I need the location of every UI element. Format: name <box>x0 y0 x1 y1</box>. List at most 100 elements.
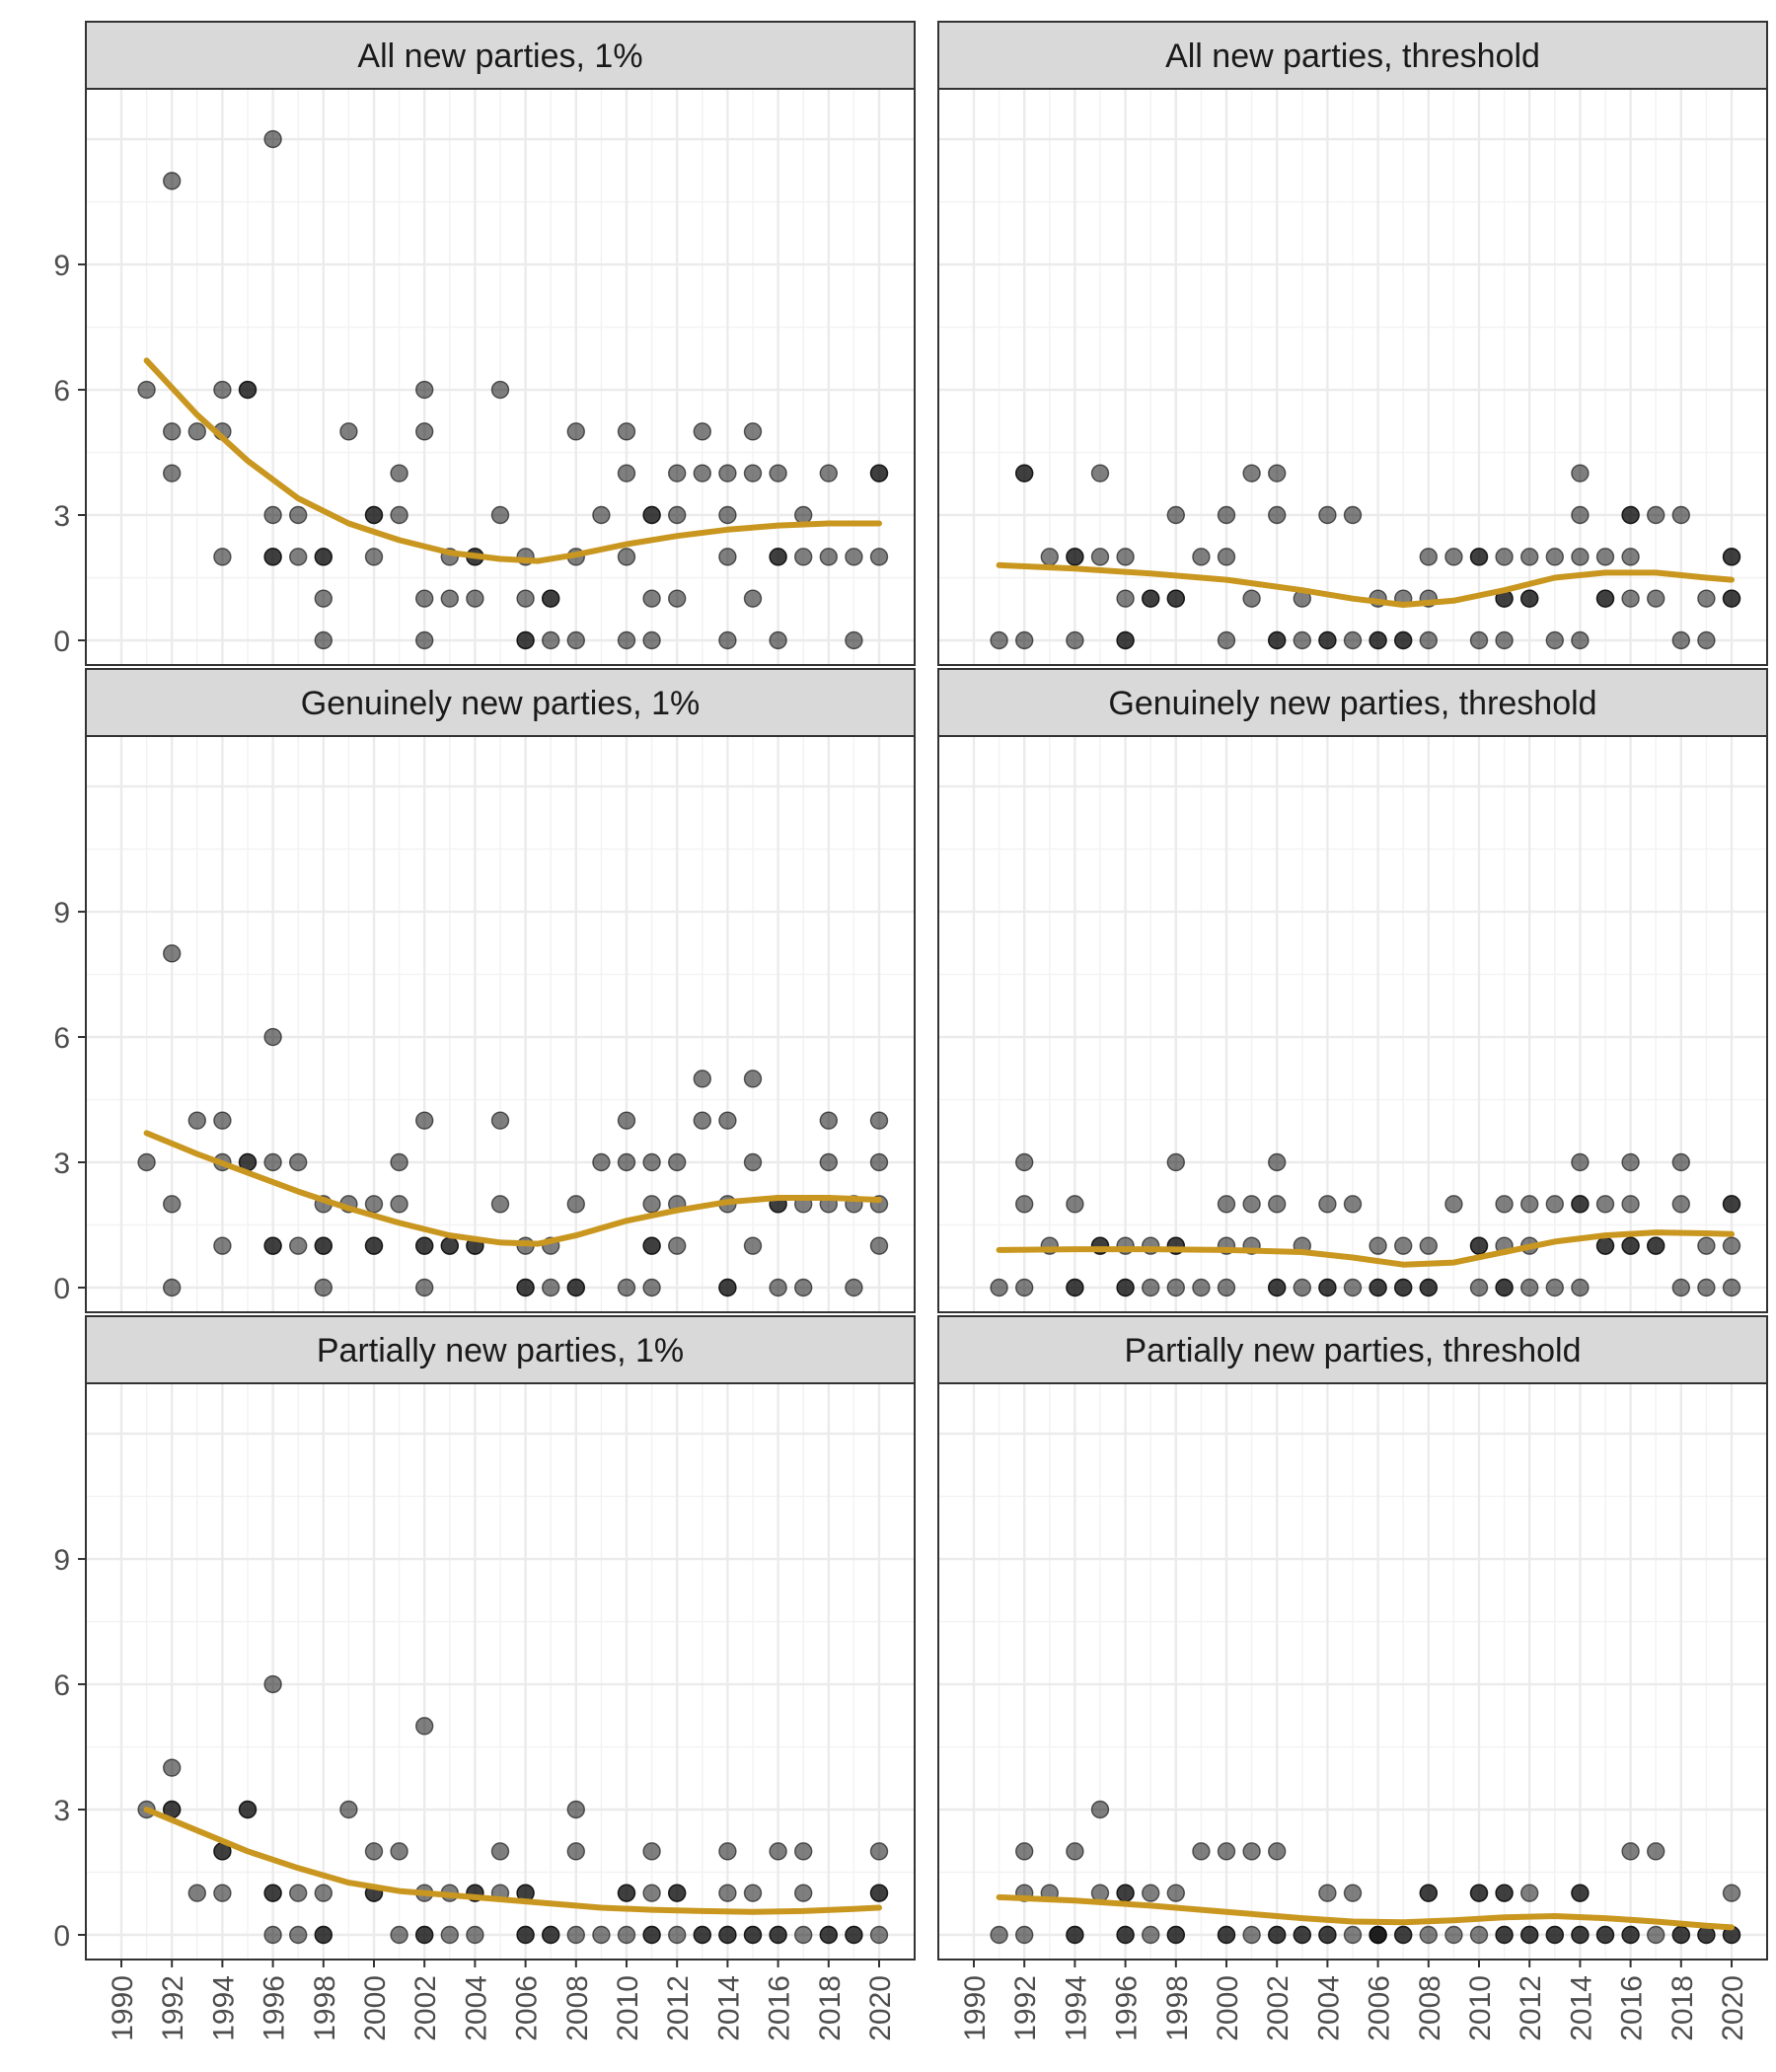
data-point <box>542 630 560 650</box>
data-point <box>845 1925 863 1945</box>
data-point <box>390 464 408 482</box>
data-point <box>1066 630 1084 650</box>
data-point <box>1343 1925 1363 1945</box>
data-point <box>415 589 434 608</box>
data-point <box>566 1195 585 1214</box>
x-tick-label: 2004 <box>460 1975 492 2041</box>
x-tick-label: 2012 <box>1515 1975 1547 2041</box>
data-point <box>642 1278 661 1297</box>
data-point <box>1571 464 1590 482</box>
data-point <box>516 1925 535 1945</box>
data-point <box>1217 1925 1236 1945</box>
x-tick-label: 1990 <box>959 1975 992 2041</box>
data-point <box>869 548 889 566</box>
data-point <box>314 548 333 566</box>
data-point <box>1469 630 1489 650</box>
minor-grid <box>86 89 915 665</box>
data-point <box>314 630 333 650</box>
data-point <box>668 505 687 525</box>
facet-strip <box>937 21 1768 90</box>
data-point <box>1469 1236 1489 1255</box>
data-point <box>263 1884 282 1902</box>
data-point <box>617 548 636 566</box>
data-point <box>1217 548 1236 566</box>
data-point <box>1267 464 1287 482</box>
data-point <box>1519 1278 1539 1297</box>
facet-panel-4: Genuinely new parties, threshold <box>937 668 1768 1313</box>
data-point <box>1066 1842 1084 1861</box>
data-point <box>617 464 636 482</box>
data-point <box>490 1111 510 1130</box>
data-point <box>1444 1195 1463 1214</box>
data-point <box>415 1236 434 1255</box>
data-point <box>718 1925 737 1945</box>
data-point <box>1545 1925 1565 1945</box>
data-point <box>819 1111 838 1130</box>
data-point <box>263 1674 282 1694</box>
data-point <box>440 1925 459 1945</box>
data-point <box>1621 505 1640 525</box>
data-point <box>642 1152 661 1172</box>
data-point <box>390 1925 408 1945</box>
data-point <box>743 1152 763 1172</box>
data-point <box>718 630 737 650</box>
data-point <box>364 1842 384 1861</box>
y-tick-label: 6 <box>53 375 70 407</box>
data-point <box>1369 1236 1387 1255</box>
major-grid <box>86 1383 915 1960</box>
data-point <box>516 589 535 608</box>
data-point <box>490 380 510 400</box>
x-tick-label: 1992 <box>157 1975 189 2041</box>
x-tick-label: 2010 <box>1464 1975 1497 2041</box>
data-point <box>1318 1884 1337 1902</box>
data-point <box>1495 548 1514 566</box>
facet-title: Partially new parties, threshold <box>1124 1332 1581 1369</box>
scatter-points <box>137 1674 889 1945</box>
panel-border <box>937 88 1768 666</box>
data-point <box>1141 1278 1160 1297</box>
facet-title: Genuinely new parties, 1% <box>301 685 700 722</box>
facet-title: All new parties, threshold <box>1165 37 1540 75</box>
panel-border <box>85 735 916 1313</box>
data-point <box>1318 505 1337 525</box>
data-point <box>1116 1278 1135 1297</box>
smooth-trend-line <box>143 1130 882 1247</box>
data-point <box>162 464 182 482</box>
data-point <box>1444 1925 1463 1945</box>
data-point <box>1343 1195 1363 1214</box>
data-point <box>642 1195 661 1214</box>
x-tick-label: 2002 <box>409 1975 442 2041</box>
data-point <box>566 1842 585 1861</box>
data-point <box>1267 1195 1287 1214</box>
data-point <box>1040 548 1060 566</box>
data-point <box>440 1236 459 1255</box>
data-point <box>364 1236 384 1255</box>
data-point <box>238 380 258 400</box>
data-point <box>668 464 687 482</box>
data-point <box>592 1925 611 1945</box>
data-point <box>1621 1842 1640 1861</box>
data-point <box>718 1111 737 1130</box>
data-point <box>718 1842 737 1861</box>
x-tick-label: 2008 <box>1414 1975 1446 2041</box>
data-point <box>490 1842 510 1861</box>
data-point <box>743 1884 763 1902</box>
data-point <box>794 1278 813 1297</box>
data-point <box>743 464 763 482</box>
data-point <box>617 1884 636 1902</box>
data-point <box>769 464 787 482</box>
data-point <box>1419 1278 1439 1297</box>
data-point <box>1621 1236 1640 1255</box>
data-point <box>415 380 434 400</box>
data-point <box>566 1925 585 1945</box>
data-point <box>162 422 182 441</box>
y-tick-label: 0 <box>53 626 70 658</box>
data-point <box>642 589 661 608</box>
data-point <box>1595 1236 1615 1255</box>
data-point <box>718 548 737 566</box>
data-point <box>566 1800 585 1819</box>
data-point <box>869 1884 889 1902</box>
data-point <box>1267 505 1287 525</box>
data-point <box>617 1925 636 1945</box>
data-point <box>819 1925 838 1945</box>
